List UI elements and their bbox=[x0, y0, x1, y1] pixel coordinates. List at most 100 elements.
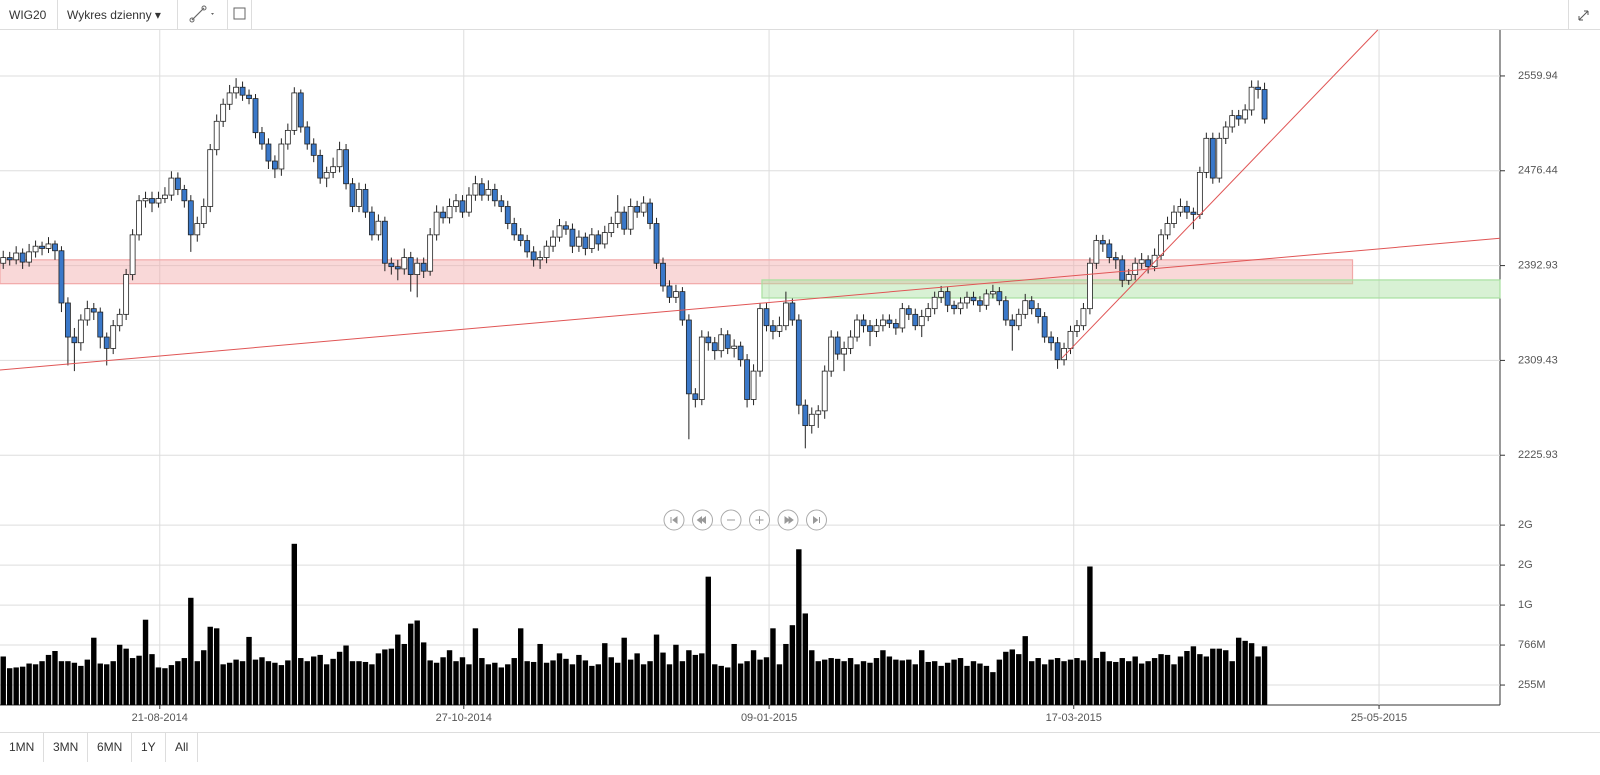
range-button[interactable]: 1MN bbox=[0, 733, 45, 762]
candle-body bbox=[71, 336, 78, 344]
candle-body bbox=[45, 243, 52, 249]
volume-bar bbox=[13, 667, 19, 705]
nav-button[interactable] bbox=[777, 509, 799, 531]
candle-body bbox=[420, 262, 427, 272]
candle-body bbox=[763, 308, 770, 327]
candle-body bbox=[1145, 259, 1152, 268]
volume-bar bbox=[19, 666, 26, 705]
candle-body bbox=[446, 206, 453, 219]
expand-button[interactable] bbox=[1568, 0, 1600, 30]
candle-body bbox=[272, 160, 278, 170]
volume-bar bbox=[673, 644, 679, 705]
volume-bar bbox=[1035, 658, 1041, 705]
candle-body bbox=[1196, 171, 1203, 215]
volume-bar bbox=[737, 663, 744, 705]
candle-body bbox=[297, 92, 304, 128]
volume-bar bbox=[1009, 649, 1015, 705]
volume-bar bbox=[1113, 661, 1119, 705]
candle-body bbox=[543, 245, 550, 258]
volume-bar bbox=[757, 659, 763, 705]
candle-body bbox=[1054, 342, 1061, 361]
volume-bar bbox=[420, 642, 427, 705]
nav-button[interactable] bbox=[692, 509, 713, 531]
volume-bar bbox=[246, 636, 252, 705]
volume-bar bbox=[330, 658, 336, 705]
volume-bar bbox=[990, 672, 996, 705]
candle-body bbox=[200, 206, 207, 224]
nav-button-icon bbox=[670, 516, 678, 524]
volume-bar bbox=[699, 653, 705, 705]
x-tick-label: 25-05-2015 bbox=[1351, 712, 1407, 724]
volume-bar bbox=[666, 664, 673, 705]
candle-body bbox=[1099, 240, 1106, 245]
volume-bar bbox=[1255, 656, 1261, 705]
candle-body bbox=[1216, 137, 1223, 179]
candle-body bbox=[782, 302, 789, 327]
draw-tool[interactable] bbox=[178, 0, 228, 30]
range-button[interactable]: 3MN bbox=[44, 733, 89, 762]
y-tick-label: 2559.94 bbox=[1518, 70, 1558, 82]
volume-bar bbox=[1145, 661, 1151, 705]
candle-body bbox=[1119, 259, 1126, 281]
volume-bar bbox=[996, 659, 1003, 705]
shape-icon bbox=[233, 7, 246, 20]
volume-bar bbox=[621, 637, 627, 705]
nav-button[interactable] bbox=[806, 509, 827, 531]
volume-bar bbox=[58, 661, 65, 705]
volume-bar bbox=[317, 654, 323, 705]
nav-button[interactable] bbox=[720, 509, 742, 531]
volume-bar bbox=[433, 662, 440, 705]
volume-bar bbox=[640, 664, 647, 705]
candle-body bbox=[576, 236, 582, 247]
volume-bar bbox=[459, 657, 466, 705]
nav-button[interactable] bbox=[749, 509, 770, 531]
volume-bar bbox=[440, 657, 446, 705]
candle-body bbox=[892, 323, 899, 329]
volume-bar bbox=[686, 650, 692, 705]
volume-bar bbox=[472, 628, 479, 705]
volume-bar bbox=[809, 650, 815, 705]
candle-body bbox=[621, 211, 628, 230]
nav-button[interactable] bbox=[663, 509, 685, 531]
candle-body bbox=[601, 232, 608, 245]
volume-bar bbox=[427, 660, 433, 705]
volume-bar bbox=[369, 664, 375, 705]
volume-bar bbox=[543, 662, 550, 705]
chart: 21-08-2014 27-10-2014 09-01-2015 17-03-2015… bbox=[0, 29, 1558, 724]
candle-body bbox=[1002, 300, 1009, 321]
symbol[interactable]: WIG20 bbox=[0, 0, 58, 30]
candle-body bbox=[239, 86, 246, 96]
range-button[interactable]: 6MN bbox=[88, 733, 133, 762]
candle-body bbox=[1009, 319, 1016, 327]
volume-bar bbox=[1041, 664, 1048, 705]
volume-bar bbox=[1171, 664, 1177, 705]
interval-select[interactable]: Wykres dzienny ▾ bbox=[58, 0, 178, 30]
volume-bar bbox=[226, 662, 233, 705]
volume-bar bbox=[634, 653, 640, 705]
range-button[interactable]: All bbox=[166, 733, 199, 762]
candle-body bbox=[1061, 348, 1067, 361]
volume-bar bbox=[912, 664, 918, 705]
volume-bar bbox=[311, 656, 317, 705]
range-button[interactable]: 1Y bbox=[132, 733, 166, 762]
candle-body bbox=[828, 336, 835, 372]
candle-body bbox=[323, 171, 330, 179]
volume-bar bbox=[556, 653, 563, 705]
candle-body bbox=[26, 251, 33, 263]
y2-tick-label: 766M bbox=[1518, 639, 1546, 651]
volume-bar bbox=[356, 661, 362, 705]
volume-bar bbox=[854, 664, 860, 705]
candle-body bbox=[207, 149, 214, 207]
shape-tool[interactable] bbox=[228, 0, 252, 30]
volume-bar bbox=[1054, 658, 1061, 705]
volume-bar bbox=[776, 664, 783, 705]
volume-bar bbox=[867, 662, 873, 705]
candle-body bbox=[401, 257, 408, 270]
candle-body bbox=[685, 319, 692, 395]
candle-body bbox=[951, 304, 957, 310]
candle-body bbox=[116, 313, 123, 327]
candle-body bbox=[362, 189, 369, 213]
volume-bar bbox=[1080, 660, 1087, 705]
candle-body bbox=[1067, 330, 1074, 349]
